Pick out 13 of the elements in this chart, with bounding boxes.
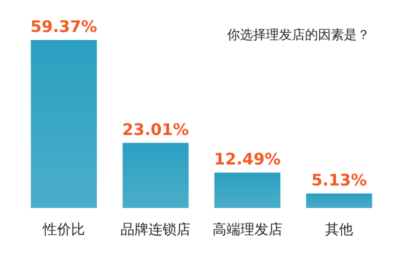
data-label: 23.01% xyxy=(122,120,189,139)
chart-title: 你选择理发店的因素是？ xyxy=(226,27,370,43)
x-tick-label: 性价比 xyxy=(42,222,85,238)
bar xyxy=(30,40,97,208)
bar xyxy=(122,142,189,208)
bar xyxy=(306,193,372,208)
data-label: 5.13% xyxy=(311,170,367,190)
x-tick-label: 品牌连锁店 xyxy=(120,222,191,238)
data-label: 12.49% xyxy=(214,150,281,169)
x-tick-label: 高端理发店 xyxy=(212,222,282,238)
x-tick-label: 其他 xyxy=(325,222,354,238)
bar xyxy=(214,172,280,208)
data-label: 59.37% xyxy=(30,17,98,36)
